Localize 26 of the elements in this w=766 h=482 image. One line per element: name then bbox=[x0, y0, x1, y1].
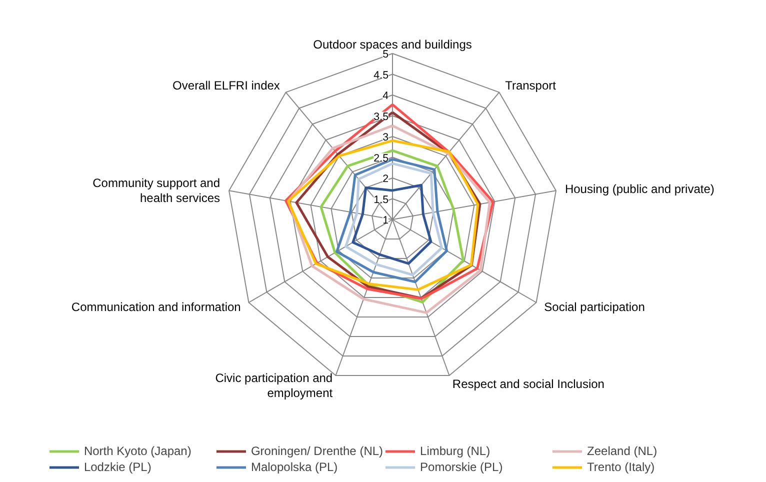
spoke-label: Respect and social Inclusion bbox=[452, 377, 604, 392]
y-tick-label: 4.5 bbox=[374, 69, 389, 82]
y-tick-label: 1.5 bbox=[374, 194, 389, 206]
y-tick-label: 2.5 bbox=[374, 152, 389, 164]
y-tick-label: 4 bbox=[382, 90, 389, 102]
y-tick-label: 3.5 bbox=[374, 110, 389, 123]
legend-label: North Kyoto (Japan) bbox=[84, 444, 192, 458]
spoke-label: Housing (public and private) bbox=[564, 182, 714, 196]
spoke-label: Transport bbox=[505, 78, 557, 92]
legend-label: Malopolska (PL) bbox=[250, 460, 339, 474]
y-tick-label: 5 bbox=[382, 48, 389, 60]
spoke-label: Communication and information bbox=[71, 300, 241, 314]
y-tick-label: 3 bbox=[382, 132, 389, 144]
y-tick-label: 2 bbox=[382, 173, 389, 185]
spoke-label: Overall ELFRI index bbox=[172, 78, 280, 92]
legend-label: Limburg (NL) bbox=[420, 444, 492, 458]
legend-label: Zeeland (NL) bbox=[587, 444, 658, 458]
legend-label: Groningen/ Drenthe (NL) bbox=[250, 444, 384, 458]
spoke-label: Community support and health services bbox=[92, 176, 220, 206]
legend-label: Lodzkie (PL) bbox=[84, 460, 152, 474]
spoke-label: Civic participation and employment bbox=[215, 371, 334, 400]
y-tick-label: 1 bbox=[382, 214, 389, 226]
spoke-label: Social participation bbox=[544, 300, 645, 314]
spoke-label: Outdoor spaces and buildings bbox=[313, 37, 472, 52]
legend-label: Pomorskie (PL) bbox=[420, 460, 504, 474]
legend-label: Trento (Italy) bbox=[587, 460, 656, 474]
